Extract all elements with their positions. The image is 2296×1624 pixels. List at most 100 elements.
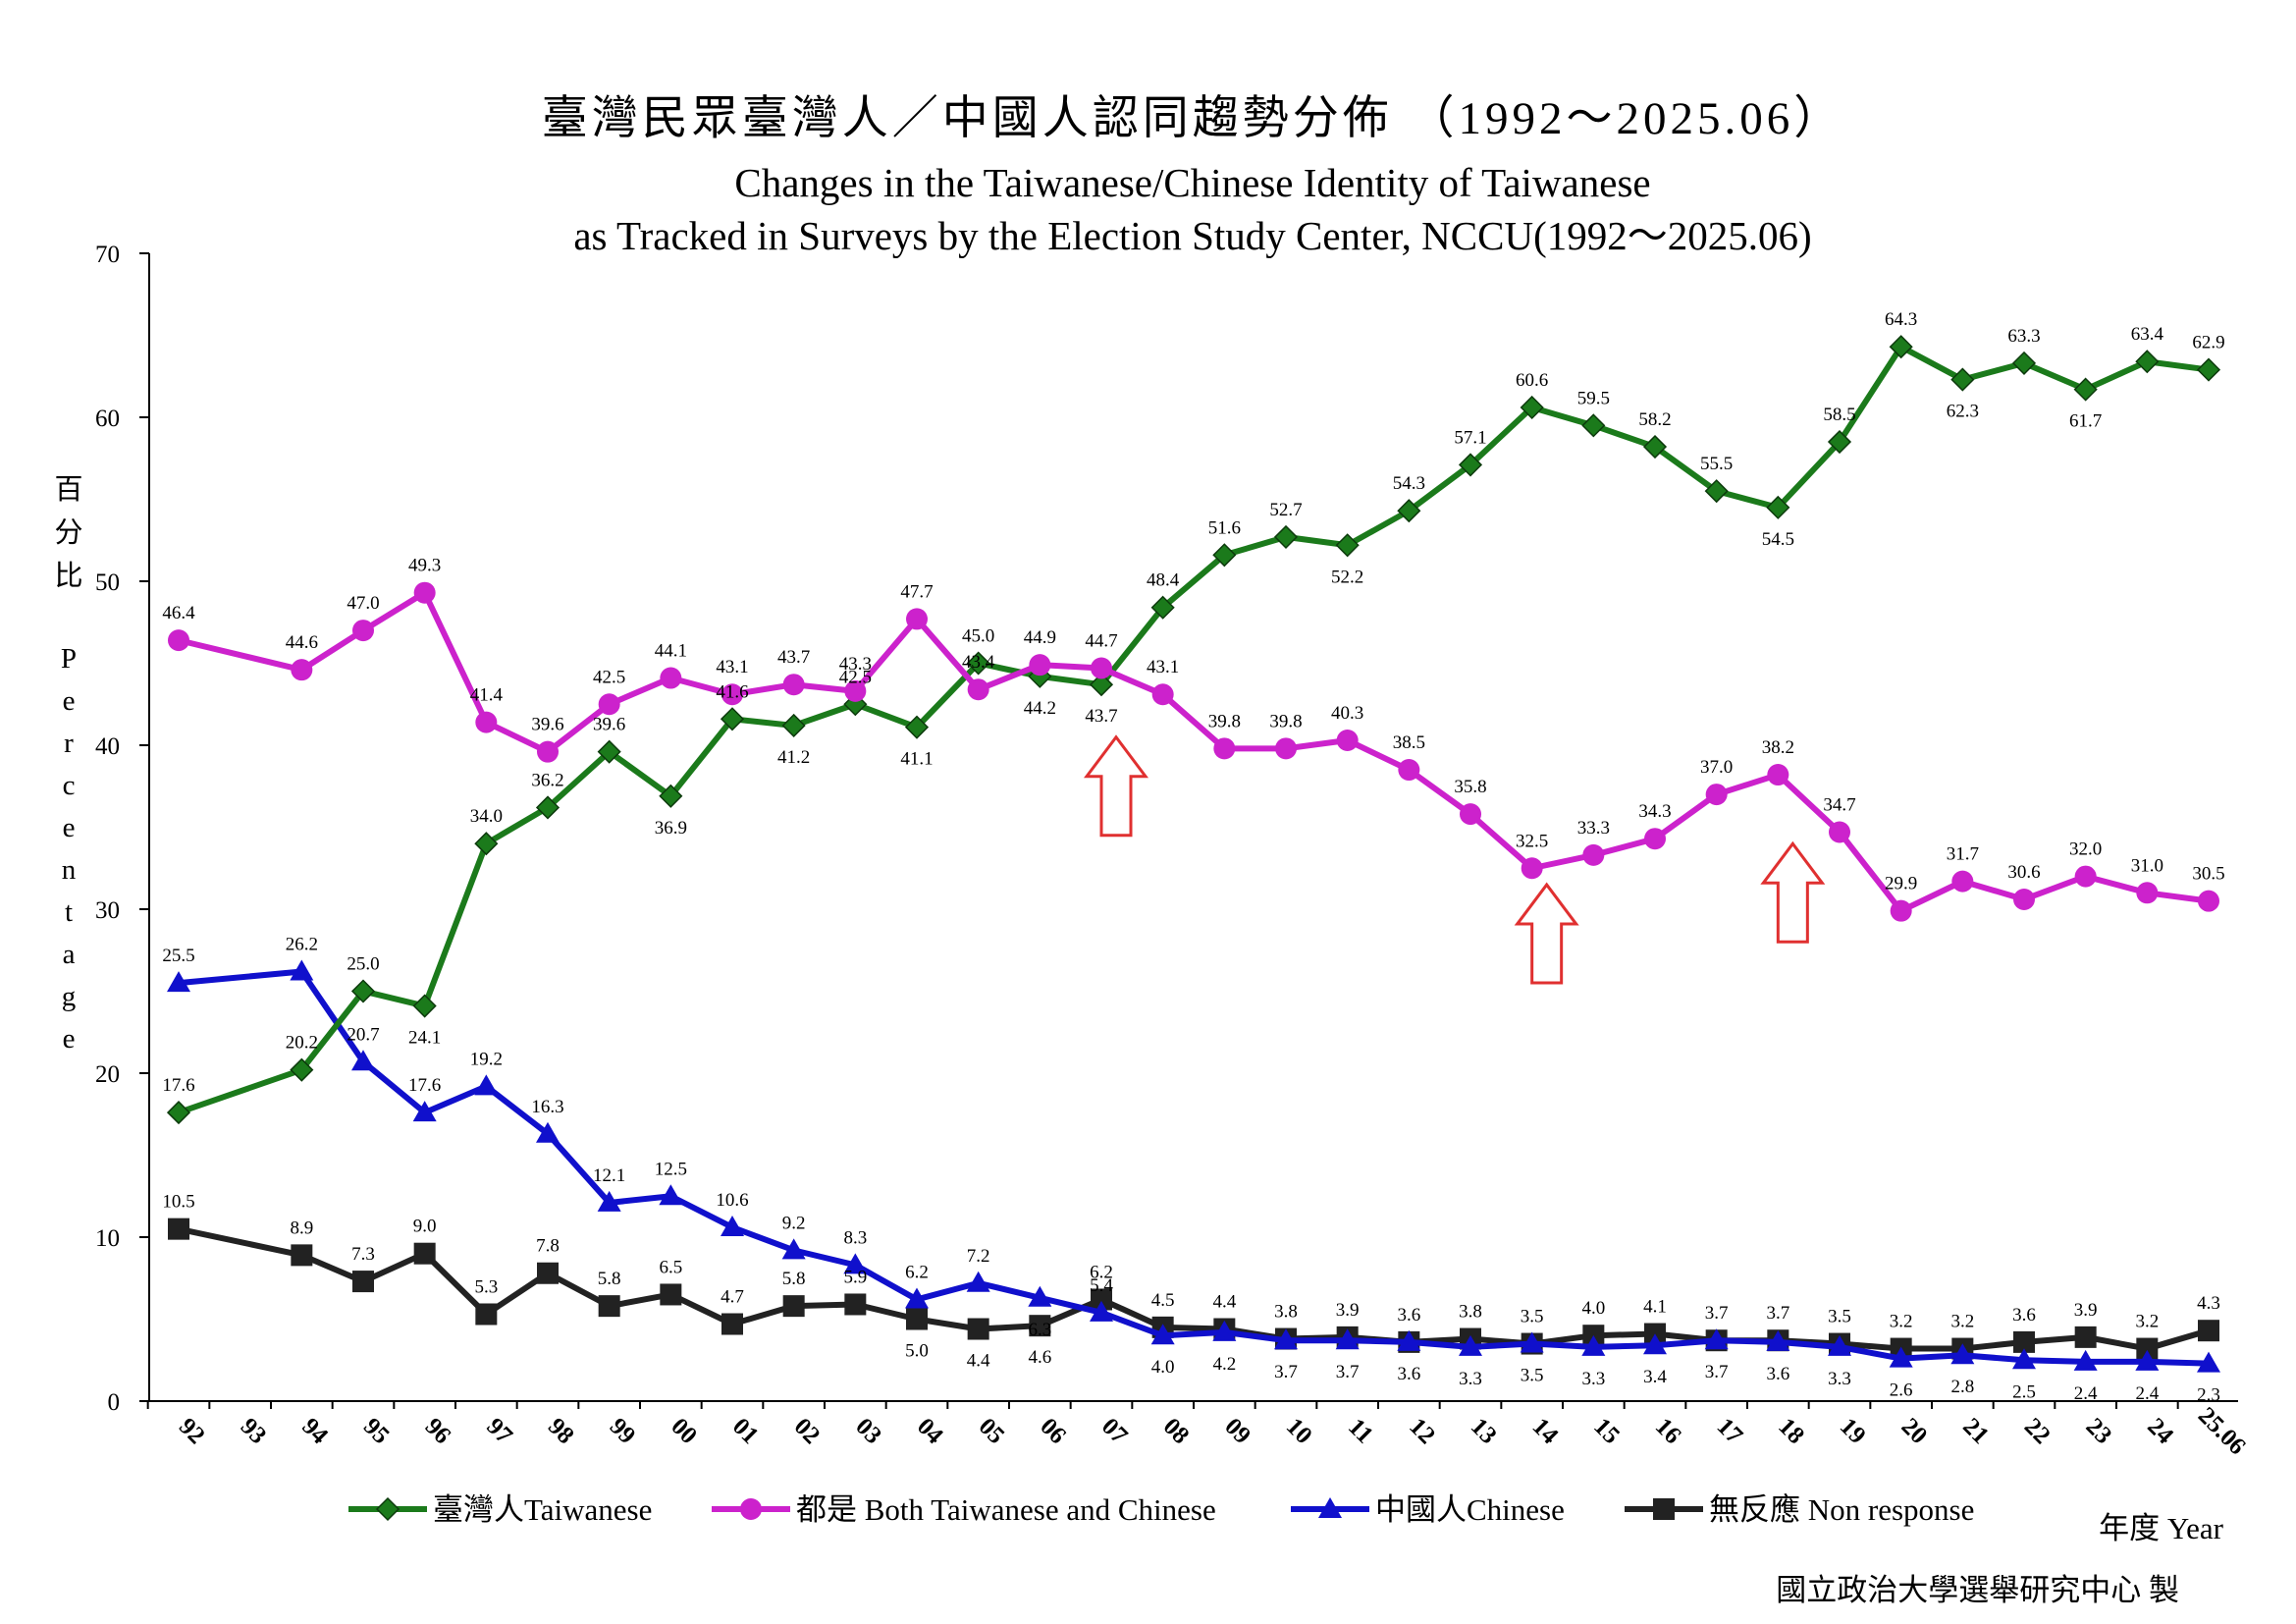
- data-point: [906, 608, 928, 630]
- series-chinese: [167, 959, 2220, 1373]
- x-tick-label: 14: [1527, 1413, 1564, 1449]
- x-tick-label: 94: [296, 1413, 333, 1449]
- series-layer: [166, 335, 2221, 1373]
- data-point: [412, 1101, 437, 1122]
- data-point: [967, 678, 989, 701]
- data-point: [1520, 1331, 1544, 1353]
- data-point: [1091, 657, 1112, 679]
- data-point: [1767, 764, 1789, 786]
- y-axis-title-char: 分: [54, 517, 82, 549]
- data-label: 17.6: [408, 1075, 441, 1096]
- data-label: 9.2: [782, 1213, 806, 1233]
- legend-label: 都是 Both Taiwanese and Chinese: [796, 1492, 1216, 1527]
- y-tick-label: 30: [95, 897, 120, 924]
- data-label: 58.5: [1823, 405, 1855, 425]
- legend-marker: [740, 1498, 762, 1520]
- data-point: [474, 1074, 499, 1096]
- data-point: [1275, 737, 1297, 760]
- legend-label: 中國人Chinese: [1375, 1492, 1565, 1527]
- x-tick-label: 25.06: [2193, 1402, 2251, 1460]
- data-point: [475, 1303, 498, 1326]
- x-tick-label: 10: [1281, 1413, 1317, 1449]
- data-label: 6.2: [905, 1262, 929, 1282]
- data-point: [1090, 1300, 1113, 1322]
- data-point: [1459, 1334, 1482, 1356]
- data-label: 20.7: [347, 1024, 379, 1045]
- data-label: 3.3: [1581, 1369, 1605, 1389]
- data-label: 34.0: [470, 806, 503, 827]
- data-point: [904, 715, 930, 739]
- data-label: 3.3: [1828, 1369, 1851, 1389]
- data-point: [2198, 890, 2219, 912]
- data-point: [168, 629, 189, 652]
- data-label: 31.0: [2131, 855, 2163, 876]
- data-point: [1212, 543, 1237, 568]
- x-tick-label: 97: [481, 1413, 517, 1449]
- data-point: [1951, 870, 1974, 893]
- data-point: [1644, 828, 1666, 850]
- data-label: 8.9: [290, 1218, 313, 1238]
- data-label: 4.4: [1212, 1292, 1236, 1313]
- chart-title-en-line1: Changes in the Taiwanese/Chinese Identit…: [734, 160, 1650, 205]
- data-label: 32.5: [1516, 831, 1548, 851]
- y-tick-label: 50: [95, 569, 120, 596]
- up-arrow-icon: [1514, 882, 1579, 985]
- data-point: [1150, 595, 1175, 620]
- data-point: [1766, 1329, 1790, 1351]
- x-tick-label: 92: [174, 1413, 210, 1449]
- data-point: [291, 1244, 313, 1267]
- data-label: 39.6: [531, 715, 563, 735]
- data-point: [844, 679, 867, 702]
- chart-title-zh: 臺灣民眾臺灣人／中國人認同趨勢分佈 （1992～2025.06）: [542, 93, 1844, 144]
- source-credit: 國立政治大學選舉研究中心 製: [1776, 1573, 2179, 1607]
- data-label: 7.8: [536, 1236, 560, 1257]
- data-label: 4.5: [1151, 1290, 1175, 1311]
- data-point: [1828, 1334, 1851, 1356]
- data-point: [721, 1215, 744, 1236]
- data-point: [1212, 1320, 1237, 1341]
- data-label: 3.2: [2135, 1312, 2159, 1332]
- data-label: 4.6: [1028, 1347, 1051, 1368]
- data-label: 7.2: [967, 1246, 990, 1267]
- data-label: 3.4: [1643, 1367, 1667, 1387]
- data-point: [474, 832, 499, 856]
- data-label: 39.8: [1269, 711, 1302, 731]
- data-label: 60.6: [1516, 370, 1548, 391]
- data-point: [2074, 1326, 2097, 1348]
- data-label: 4.4: [967, 1351, 990, 1372]
- data-label: 29.9: [1885, 874, 1917, 894]
- data-point: [659, 1184, 683, 1206]
- data-label: 3.7: [1766, 1303, 1789, 1324]
- axes: 0 10 20 30 40 50 60 70 92 93 94 95 96 97 98 99 00 01 02 03 0…: [95, 242, 2251, 1460]
- legend-marker: [1318, 1497, 1342, 1518]
- data-label: 39.6: [593, 715, 625, 735]
- data-label: 3.8: [1459, 1302, 1482, 1323]
- data-point: [2073, 377, 2098, 402]
- data-label: 4.0: [1581, 1298, 1605, 1319]
- x-tick-label: 16: [1650, 1413, 1686, 1449]
- data-label: 45.0: [962, 626, 994, 647]
- data-point: [721, 1313, 743, 1335]
- data-point: [1581, 1334, 1606, 1356]
- data-label: 36.2: [531, 770, 563, 790]
- data-point: [1520, 395, 1544, 420]
- series-both: [168, 581, 2219, 922]
- data-label: 54.5: [1762, 529, 1794, 550]
- data-label: 43.1: [716, 657, 748, 677]
- x-tick-label: 18: [1773, 1413, 1809, 1449]
- data-point: [1273, 524, 1299, 549]
- data-point: [597, 1190, 621, 1212]
- x-tick-label: 09: [1219, 1413, 1255, 1449]
- data-label: 3.7: [1274, 1362, 1298, 1382]
- data-point: [598, 693, 620, 716]
- data-point: [1889, 1346, 1913, 1368]
- data-label: 10.6: [716, 1190, 748, 1211]
- data-point: [352, 620, 374, 642]
- y-axis-title-char: c: [63, 770, 76, 801]
- data-point: [782, 674, 805, 696]
- data-point: [966, 651, 990, 676]
- data-label: 3.5: [1521, 1366, 1544, 1386]
